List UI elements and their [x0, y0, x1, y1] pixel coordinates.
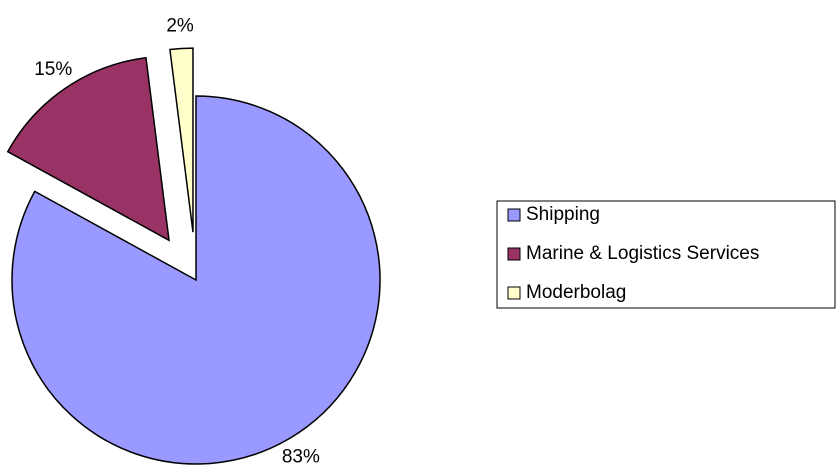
legend-swatch — [507, 208, 521, 222]
pie-slice — [11, 95, 381, 465]
data-label: 83% — [282, 446, 320, 467]
legend-label: Marine & Logistics Services — [526, 243, 759, 264]
legend-swatch — [507, 247, 521, 261]
legend-box — [496, 200, 836, 309]
data-label: 2% — [166, 16, 194, 37]
pie-slice — [169, 47, 194, 233]
pie-slice — [6, 56, 170, 242]
data-label: 15% — [34, 59, 72, 80]
legend-label: Shipping — [526, 204, 600, 225]
legend-swatch — [507, 286, 521, 300]
legend-label: Moderbolag — [526, 282, 626, 303]
